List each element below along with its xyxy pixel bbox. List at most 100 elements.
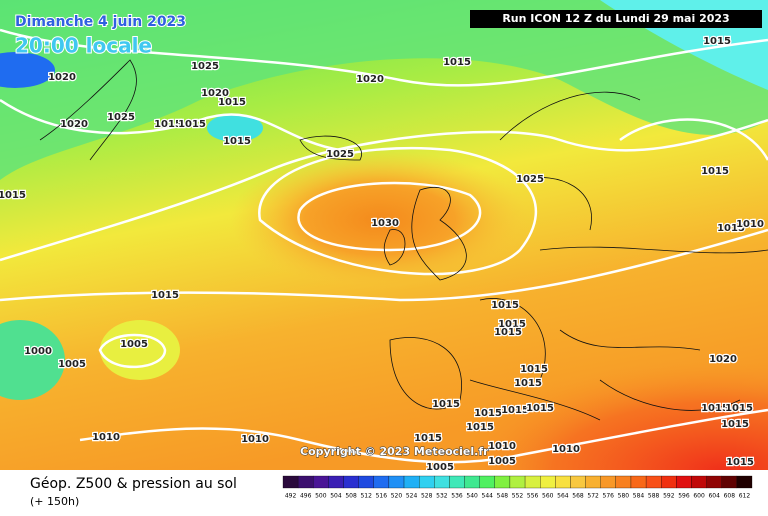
legend-swatch — [630, 475, 647, 489]
legend-label: 536 — [451, 493, 463, 500]
legend-swatch — [388, 475, 405, 489]
isobar-label: 1015 — [432, 399, 460, 410]
isobar-labels: 1020102010251020101510251015101510151020… — [0, 35, 765, 475]
isobar-label: 1015 — [443, 57, 471, 68]
legend-swatch — [403, 475, 420, 489]
legend-label: 504 — [330, 493, 342, 500]
legend-label: 588 — [648, 493, 660, 500]
isobar-label: 1015 — [466, 422, 494, 433]
legend-label: 556 — [527, 493, 539, 500]
legend-label: 584 — [633, 493, 645, 500]
copyright: Copyright © 2023 Meteociel.fr — [300, 445, 489, 458]
isobar-label: 1015 — [491, 300, 519, 311]
legend-label: 528 — [421, 493, 433, 500]
legend-label: 496 — [300, 493, 312, 500]
isobar-label: 1020 — [201, 88, 229, 99]
legend-swatch — [615, 475, 632, 489]
legend-label: 524 — [406, 493, 418, 500]
legend-swatch — [282, 475, 299, 489]
isobars — [0, 28, 768, 464]
low — [207, 114, 263, 142]
isobar-label: 1025 — [191, 61, 219, 72]
isobar-label: 1015 — [223, 136, 251, 147]
legend-label: 612 — [739, 493, 751, 500]
legend: 492 496 500 504 508 512 516 520 524 528 532 536 540 5… — [282, 475, 753, 500]
legend-label: 544 — [482, 493, 494, 500]
legend-swatch — [524, 475, 541, 489]
legend-swatch — [297, 475, 314, 489]
legend-label: 540 — [466, 493, 478, 500]
legend-swatch — [464, 475, 480, 489]
legend-swatch — [661, 475, 677, 489]
isobar-label: 1015 — [514, 378, 542, 389]
legend-label: 552 — [512, 493, 524, 500]
footer-title: Géop. Z500 & pression au sol — [30, 476, 237, 492]
legend-label: 572 — [587, 493, 599, 500]
legend-swatch — [645, 475, 662, 489]
isobar-label: 1005 — [58, 359, 86, 370]
isobar-label: 1000 — [24, 346, 52, 357]
isobar-label: 1010 — [92, 432, 120, 443]
isobar-label: 1015 — [501, 405, 529, 416]
isobar-label: 1015 — [474, 408, 502, 419]
isobar-label: 1015 — [218, 97, 246, 108]
legend-label: 564 — [557, 493, 569, 500]
isobar-label: 1015 — [154, 119, 182, 130]
legend-label: 520 — [391, 493, 403, 500]
legend-swatch — [328, 475, 344, 489]
legend-swatch — [358, 475, 374, 489]
legend-label: 568 — [572, 493, 584, 500]
legend-label: 604 — [708, 493, 720, 500]
isobar-label: 1020 — [60, 119, 88, 130]
date-label: Dimanche 4 juin 2023 — [15, 14, 186, 30]
legend-label: 600 — [693, 493, 705, 500]
isobar-label: 1015 — [498, 319, 526, 330]
legend-label: 548 — [497, 493, 509, 500]
legend-label: 608 — [724, 493, 736, 500]
isobar-label: 1015 — [725, 403, 753, 414]
legend-swatch — [570, 475, 586, 489]
legend-swatch — [479, 475, 495, 489]
isobar-label: 1010 — [241, 434, 269, 445]
legend-swatch — [706, 475, 722, 489]
isobar-label: 1005 — [120, 339, 148, 350]
isobar-label: 1025 — [107, 112, 135, 123]
isobar-label: 1015 — [520, 364, 548, 375]
high — [230, 150, 530, 290]
legend-swatch — [313, 475, 329, 489]
legend-swatch — [434, 475, 450, 489]
isobar-label: 1025 — [326, 149, 354, 160]
legend-swatch — [555, 475, 571, 489]
legend-label: 492 — [285, 493, 297, 500]
low — [100, 320, 180, 380]
isobar-label: 1015 — [414, 433, 442, 444]
isobar-label: 1025 — [516, 174, 544, 185]
isobar-label: 1005 — [488, 456, 516, 467]
legend-swatch — [721, 475, 738, 489]
legend-swatch — [600, 475, 616, 489]
legend-swatch — [419, 475, 435, 489]
isobar-label: 1015 — [526, 403, 554, 414]
isobar-label: 1015 — [0, 190, 26, 201]
legend-swatch — [540, 475, 556, 489]
legend-swatch — [691, 475, 707, 489]
isobar-label: 1020 — [709, 354, 737, 365]
legend-swatch — [736, 475, 753, 489]
time-label: 20:00 locale — [15, 34, 152, 58]
low — [0, 320, 65, 400]
legend-label: 576 — [603, 493, 615, 500]
coastlines — [39, 59, 768, 421]
run-label: Run ICON 12 Z du Lundi 29 mai 2023 — [502, 12, 729, 25]
run-box — [470, 10, 762, 28]
isobar-label: 1015 — [494, 327, 522, 338]
legend-label: 592 — [663, 493, 675, 500]
legend-swatch — [449, 475, 465, 489]
legend-label: 560 — [542, 493, 554, 500]
legend-swatch — [343, 475, 359, 489]
legend-label: 532 — [436, 493, 448, 500]
isobar-label: 1010 — [488, 441, 516, 452]
isobar-label: 1010 — [552, 444, 580, 455]
legend-label: 596 — [678, 493, 690, 500]
